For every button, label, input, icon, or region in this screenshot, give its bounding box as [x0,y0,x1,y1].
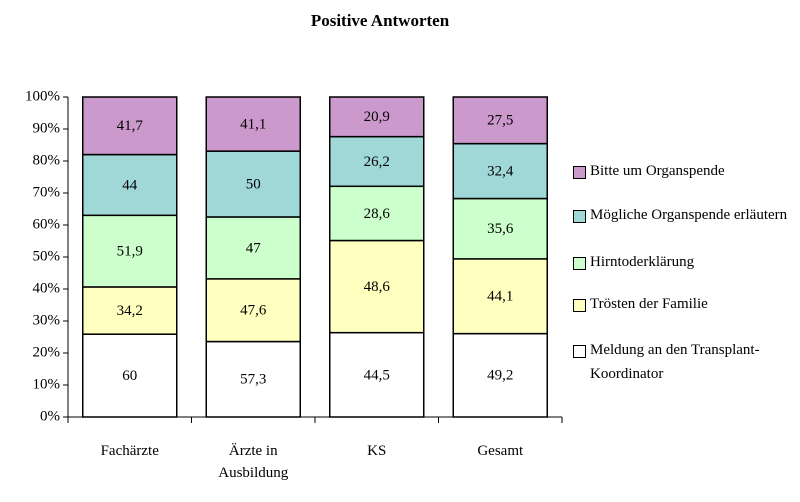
legend-swatch [573,166,586,179]
bar-segment [452,96,548,145]
bar-segment [82,333,178,418]
legend-label: Mögliche Organspende erläutern [590,207,788,223]
data-label: 41,1 [240,116,266,132]
x-tick-label: KS [367,443,387,459]
legend-swatch [573,257,586,270]
chart-title: Positive Antworten [311,11,450,30]
data-label: 51,9 [117,244,143,260]
bar-segment [329,185,425,242]
data-label: 28,6 [364,206,391,222]
data-label: 41,7 [117,118,144,134]
data-label: 57,3 [240,372,266,388]
y-tick-label: 0% [40,408,60,424]
bar-segment [205,150,301,218]
data-label: 27,5 [487,113,513,129]
legend-label: Trösten der Familie [590,296,708,312]
legend-swatch [573,299,586,312]
data-label: 60 [122,368,137,384]
bar-segment [82,153,178,217]
x-tick-label: Fachärzte [100,443,159,459]
data-label: 47 [246,240,262,256]
data-label: 49,2 [487,368,513,384]
bar-segment [452,142,548,200]
bar-segment [329,331,425,418]
data-label: 26,2 [364,154,390,170]
y-tick-label: 50% [33,248,61,264]
data-label: 35,6 [487,221,514,237]
data-label: 44,1 [487,289,513,305]
legend-swatch [573,345,586,358]
data-label: 20,9 [364,109,390,125]
legend-swatch [573,210,586,223]
data-label: 32,4 [487,164,514,180]
data-label: 48,6 [364,279,391,295]
bar-segment [452,332,548,418]
y-tick-label: 100% [25,88,60,104]
x-tick-label: Ärzte in Ausbildung [218,443,289,481]
y-tick-label: 40% [33,280,61,296]
bar-segment [205,278,301,343]
bar-segment [82,96,178,156]
bar-segment [329,96,425,138]
bar-segment [329,239,425,334]
legend-label: Hirntoderklärung [590,254,695,270]
data-label: 44,5 [364,367,390,383]
y-tick-label: 20% [33,344,61,360]
bar-segment [82,214,178,288]
data-label: 47,6 [240,303,267,319]
bar-segment [205,340,301,418]
y-tick-label: 10% [33,376,61,392]
x-tick-label: Gesamt [477,443,524,459]
y-tick-label: 30% [33,312,61,328]
y-tick-label: 60% [33,216,61,232]
y-tick-label: 90% [33,120,61,136]
data-label: 34,2 [117,303,143,319]
y-tick-label: 70% [33,184,61,200]
bar-segment [205,96,301,152]
bar-segment [452,197,548,260]
data-label: 44 [122,177,138,193]
bar-segment [329,135,425,188]
legend-label: Bitte um Organspende [590,163,725,179]
bar-segment [82,286,178,335]
bar-segment [205,216,301,280]
legend-label: Meldung an den Transplant-Koordinator [590,342,760,382]
y-tick-label: 80% [33,152,61,168]
data-label: 50 [246,176,261,192]
